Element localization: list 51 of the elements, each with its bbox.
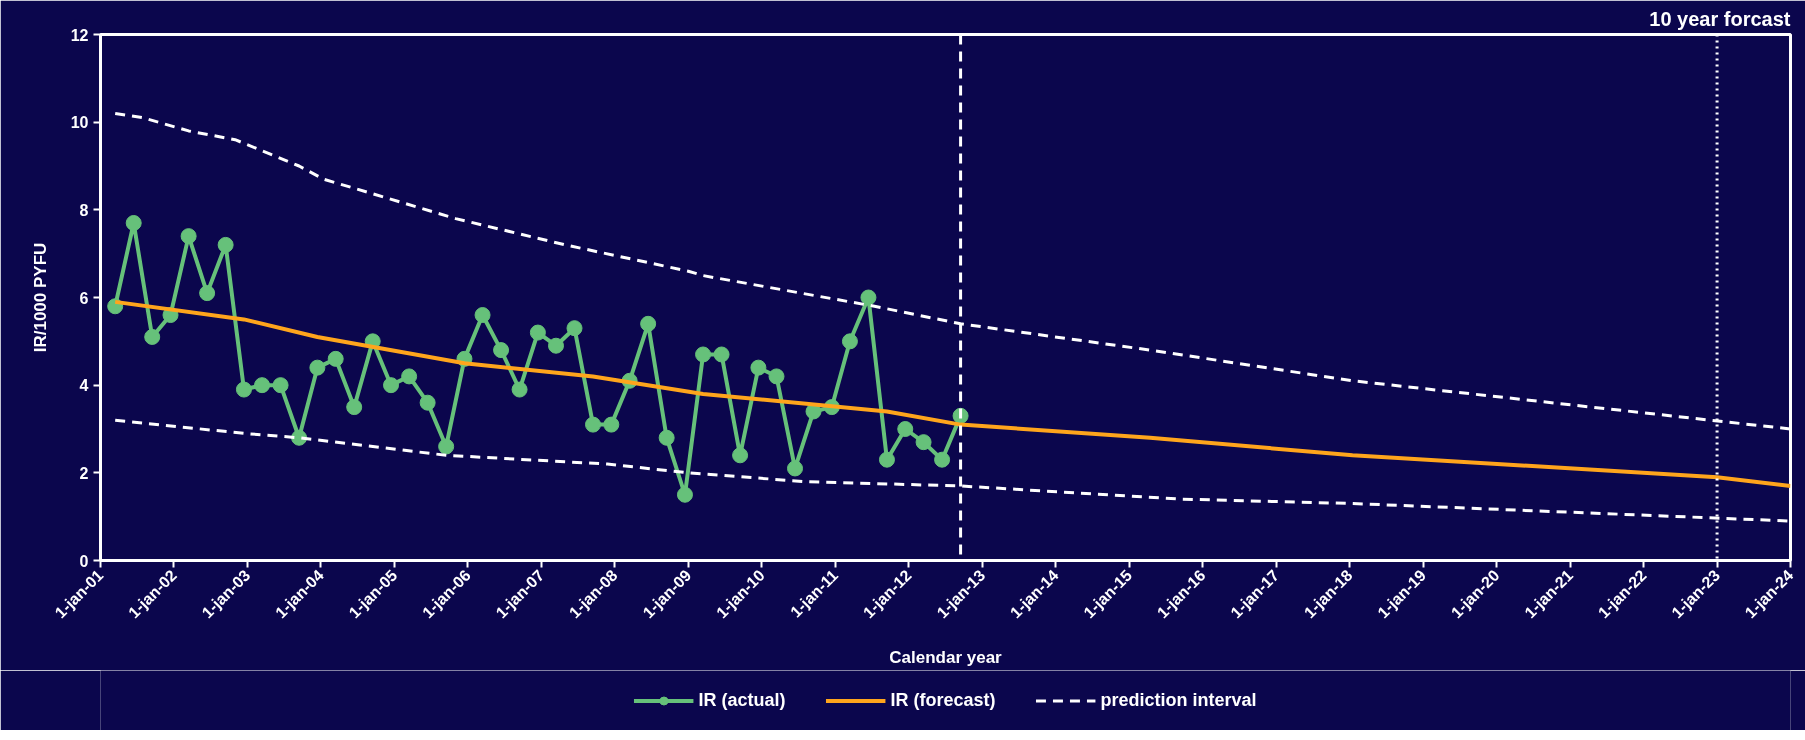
point: [934, 451, 951, 468]
y-tick-label: 8: [79, 201, 89, 219]
legend-label: prediction interval: [1100, 689, 1257, 711]
point: [511, 381, 528, 398]
point: [603, 416, 620, 433]
point: [768, 368, 785, 385]
point: [585, 416, 602, 433]
point: [548, 337, 564, 354]
point: [658, 429, 675, 446]
point: [529, 324, 546, 341]
point: [860, 289, 877, 306]
y-tick-label: 4: [79, 377, 89, 395]
point: [438, 438, 455, 455]
point: [676, 486, 693, 503]
point: [235, 381, 252, 398]
point: [897, 421, 914, 437]
legend-label: IR (actual): [698, 689, 786, 711]
point: [199, 285, 216, 302]
point: [180, 228, 197, 245]
point: [419, 394, 436, 411]
y-tick-label: 0: [79, 552, 89, 570]
point: [787, 460, 804, 477]
point: [346, 399, 363, 416]
point: [640, 315, 657, 332]
point: [732, 447, 749, 464]
point: [254, 377, 271, 394]
point: [125, 215, 142, 231]
point: [474, 307, 491, 324]
y-tick-label: 2: [79, 464, 89, 482]
point: [309, 359, 326, 376]
point: [841, 333, 858, 350]
point: [915, 434, 932, 451]
point: [878, 451, 895, 468]
point: [327, 350, 344, 367]
point: [144, 328, 161, 345]
point: [401, 368, 418, 385]
point: [750, 359, 767, 376]
y-tick-label: 12: [70, 26, 89, 44]
x-axis-title: Calendar year: [889, 648, 1003, 668]
y-axis-title: IR/1000 PYFU: [30, 242, 50, 353]
point: [272, 377, 289, 394]
point: [383, 377, 400, 394]
legend-label: IR (forecast): [890, 689, 996, 711]
point: [695, 346, 712, 363]
point: [566, 320, 583, 337]
y-tick-label: 6: [79, 289, 89, 307]
point: [713, 346, 730, 363]
point: [493, 342, 510, 359]
point: [217, 236, 234, 253]
y-tick-label: 10: [70, 114, 89, 132]
ref-line-label: 10 year forcast: [1649, 7, 1791, 30]
